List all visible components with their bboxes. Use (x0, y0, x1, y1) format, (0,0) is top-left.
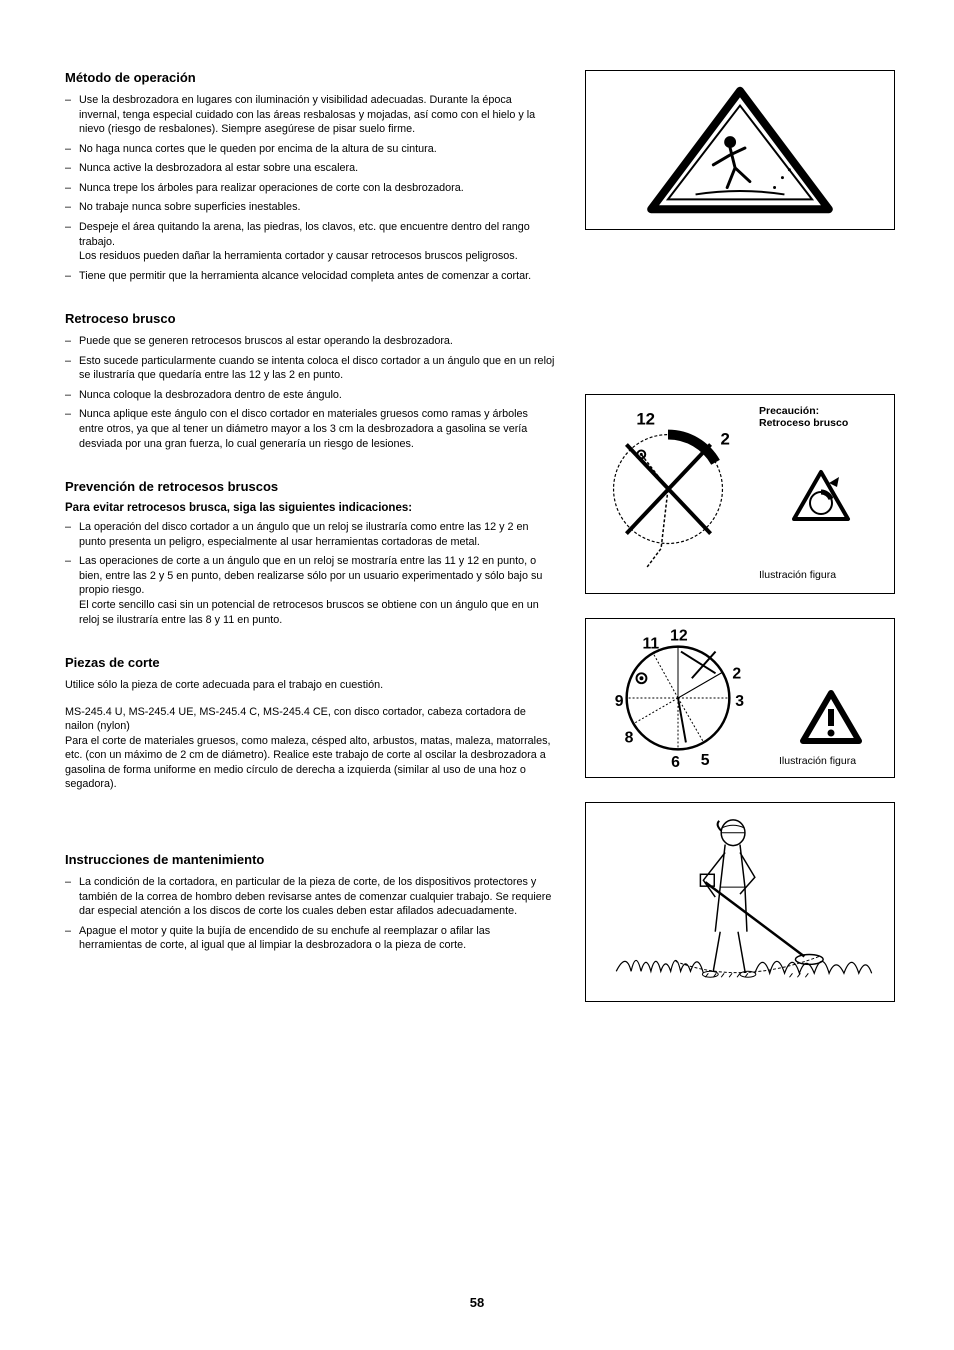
section-title: Prevención de retrocesos bruscos (65, 479, 555, 494)
figure-clock-zones: 11 12 2 3 5 6 8 9 Ilustración figura (585, 618, 895, 778)
figure-caption: Ilustración figura (759, 569, 883, 583)
bullet-list: La condición de la cortadora, en particu… (65, 875, 555, 953)
cutting-person-icon (586, 803, 894, 1001)
caution-line1: Precaución: (759, 405, 883, 417)
left-column: Método de operación Use la desbrozadora … (65, 70, 555, 1026)
figure-caption: Ilustración figura (779, 755, 883, 769)
right-column: 12 2 Precaución: Retroceso brusco Ilustr… (585, 70, 895, 1026)
page-number: 58 (0, 1295, 954, 1310)
caution-label: Precaución: Retroceso brusco (759, 405, 883, 429)
body-text: MS-245.4 U, MS-245.4 UE, MS-245.4 C, MS-… (65, 705, 555, 792)
list-item: Nunca active la desbrozadora al estar so… (65, 161, 555, 176)
clock-num-2: 2 (720, 430, 729, 449)
svg-text:5: 5 (701, 752, 710, 769)
section-title: Instrucciones de mantenimiento (65, 852, 555, 867)
svg-text:11: 11 (642, 636, 659, 653)
body-text: Utilice sólo la pieza de corte adecuada … (65, 678, 555, 693)
list-item: Esto sucede particularmente cuando se in… (65, 354, 555, 383)
kickback-badge-icon (791, 469, 851, 529)
warning-triangle-icon (799, 689, 863, 745)
bullet-list: Use la desbrozadora en lugares con ilumi… (65, 93, 555, 283)
warning-triangle-icon (586, 71, 894, 229)
clock-zones-icon: 11 12 2 3 5 6 8 9 (586, 619, 771, 777)
section-piezas: Piezas de corte Utilice sólo la pieza de… (65, 655, 555, 792)
list-item: Use la desbrozadora en lugares con ilumi… (65, 93, 555, 137)
section-prevencion: Prevención de retrocesos bruscos Para ev… (65, 479, 555, 627)
svg-text:8: 8 (625, 729, 634, 746)
section-mantenimiento: Instrucciones de mantenimiento La condic… (65, 852, 555, 953)
list-item: Puede que se generen retrocesos bruscos … (65, 334, 555, 349)
list-item: La condición de la cortadora, en particu… (65, 875, 555, 919)
list-item: Despeje el área quitando la arena, las p… (65, 220, 555, 264)
svg-text:3: 3 (735, 693, 744, 710)
svg-text:6: 6 (671, 754, 680, 771)
list-item: La operación del disco cortador a un áng… (65, 520, 555, 549)
section-retroceso: Retroceso brusco Puede que se generen re… (65, 311, 555, 451)
figure-cutting-action (585, 802, 895, 1002)
list-item: Nunca coloque la desbrozadora dentro de … (65, 388, 555, 403)
svg-text:12: 12 (670, 628, 688, 645)
kickback-diagram-icon: 12 2 (586, 395, 751, 593)
svg-text:9: 9 (615, 693, 624, 710)
section-title: Método de operación (65, 70, 555, 85)
figure-slipping-warning (585, 70, 895, 230)
list-item: Nunca trepe los árboles para realizar op… (65, 181, 555, 196)
list-item: No trabaje nunca sobre superficies inest… (65, 200, 555, 215)
list-item: Nunca aplique este ángulo con el disco c… (65, 407, 555, 451)
list-item: Tiene que permitir que la herramienta al… (65, 269, 555, 284)
caution-line2: Retroceso brusco (759, 417, 883, 429)
section-title: Retroceso brusco (65, 311, 555, 326)
svg-text:2: 2 (732, 665, 741, 682)
figure-kickback-zone: 12 2 Precaución: Retroceso brusco Ilustr… (585, 394, 895, 594)
section-subtitle: Para evitar retrocesos brusca, siga las … (65, 502, 555, 514)
list-item: Las operaciones de corte a un ángulo que… (65, 554, 555, 627)
bullet-list: La operación del disco cortador a un áng… (65, 520, 555, 627)
section-metodo: Método de operación Use la desbrozadora … (65, 70, 555, 283)
section-title: Piezas de corte (65, 655, 555, 670)
bullet-list: Puede que se generen retrocesos bruscos … (65, 334, 555, 451)
list-item: Apague el motor y quite la bujía de ence… (65, 924, 555, 953)
clock-num-12: 12 (636, 410, 655, 429)
list-item: No haga nunca cortes que le queden por e… (65, 142, 555, 157)
